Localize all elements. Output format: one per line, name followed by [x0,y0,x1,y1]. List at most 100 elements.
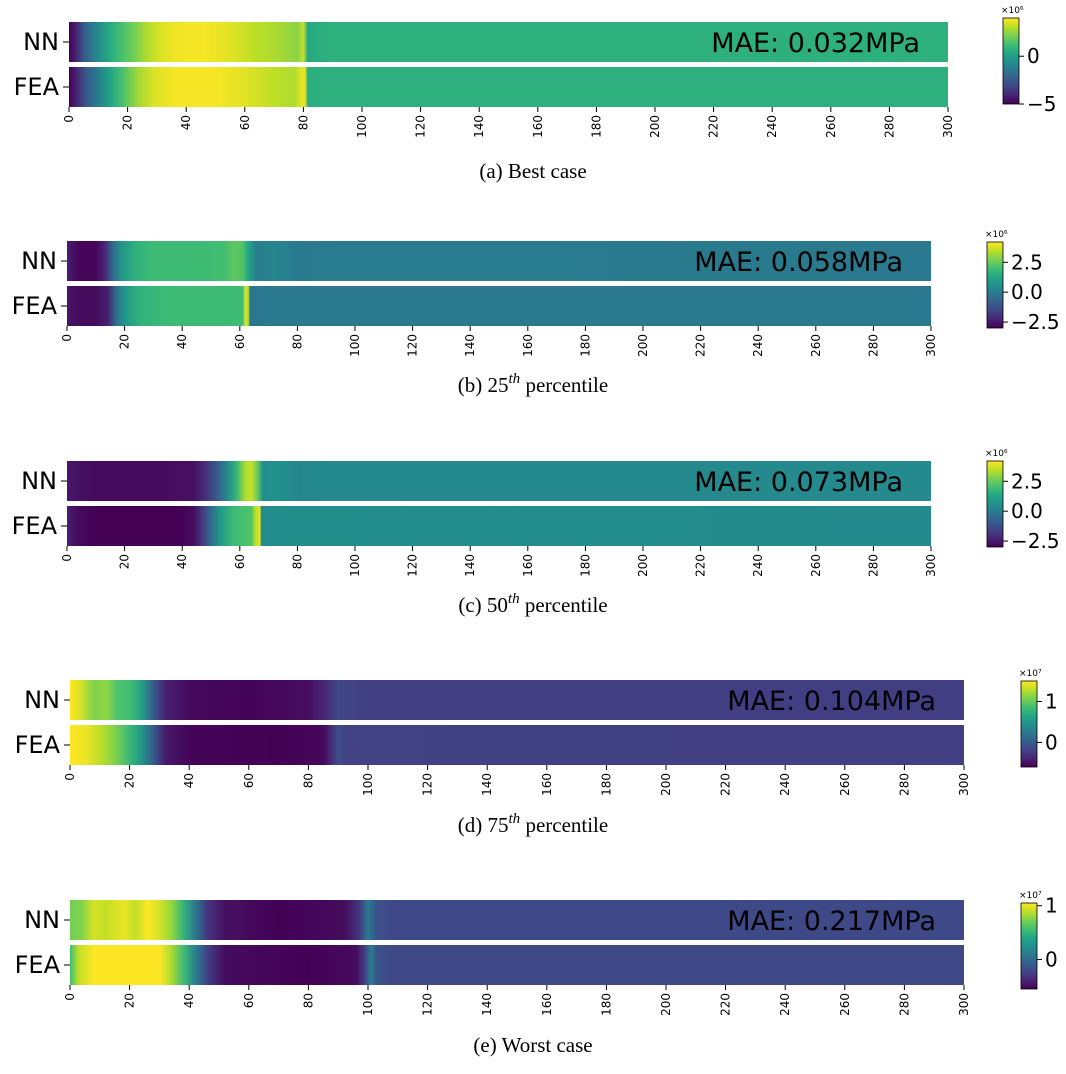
panel-caption: (c) 50th percentile [458,591,607,617]
heatmap-row-nn [70,900,964,940]
x-tick-label: 140 [463,334,477,357]
x-tick-label: 240 [778,993,792,1016]
x-tick-label: 220 [719,773,733,796]
x-tick-label: 60 [242,773,256,788]
colorbar-tick-label: 2.5 [1011,469,1043,493]
x-tick-label: 160 [521,554,535,577]
x-tick-label: 280 [866,554,880,577]
x-tick-label: 40 [179,115,193,130]
row-label: NN [24,906,60,934]
x-tick-label: 260 [809,554,823,577]
x-tick-label: 260 [838,993,852,1016]
mae-annotation: MAE: 0.058MPa [694,247,903,278]
x-tick-label: 300 [924,334,938,357]
x-tick-label: 220 [694,554,708,577]
colorbar-tick-label: −2.5 [1011,529,1060,553]
x-tick-label: 240 [751,334,765,357]
panel-caption: (e) Worst case [473,1033,592,1057]
heatmap-row-nn [67,461,931,501]
row-label: NN [24,686,60,714]
x-tick-label: 120 [414,115,428,138]
colorbar-tick-label: 0 [1027,44,1040,68]
colorbar-tick-label: −5 [1027,92,1056,116]
x-tick-label: 160 [540,773,554,796]
panel-3: NN FEA MAE: 0.104MPa 0 20 40 60 80 100 120 140 160 1… [15,669,1058,837]
panel-1: NN FEA MAE: 0.058MPa 0 20 40 60 80 100 120 140 160 1… [12,230,1060,397]
x-tick-label: 40 [175,334,189,349]
x-tick-label: 100 [348,334,362,357]
x-tick-label: 20 [123,773,137,788]
colorbar-scale: ×10⁷ [1019,669,1042,679]
colorbar-tick-label: 0.0 [1011,499,1043,523]
row-label: NN [23,28,59,56]
colorbar-tick-label: 0 [1045,730,1058,754]
x-tick-label: 160 [531,115,545,138]
x-tick-label: 220 [719,993,733,1016]
row-label: FEA [15,951,61,979]
x-tick-label: 260 [824,115,838,138]
x-tick-label: 140 [480,773,494,796]
x-tick-label: 280 [897,773,911,796]
panel-2: NN FEA MAE: 0.073MPa 0 20 40 60 80 100 120 140 160 1… [12,449,1060,617]
colorbar [1002,17,1020,105]
x-tick-label: 100 [361,773,375,796]
colorbar-tick-label: −2.5 [1011,310,1060,334]
x-tick-label: 60 [242,993,256,1008]
x-tick-label: 80 [290,554,304,569]
panel-4: NN FEA MAE: 0.217MPa 0 20 40 60 80 100 120 140 160 1… [15,891,1058,1057]
x-tick-label: 200 [636,334,650,357]
x-tick-label: 300 [941,115,955,138]
colorbar-tick-label: 1 [1045,894,1058,918]
x-tick-label: 60 [238,115,252,130]
colorbar-tick-label: 0.0 [1011,280,1043,304]
heatmap-row-nn [70,680,964,720]
x-tick-label: 80 [290,334,304,349]
x-tick-label: 200 [659,773,673,796]
x-tick-label: 180 [589,115,603,138]
x-tick-label: 100 [355,115,369,138]
x-tick-label: 100 [361,993,375,1016]
colorbar [1020,902,1038,990]
x-tick-label: 20 [118,334,132,349]
colorbar [986,460,1004,548]
row-label: FEA [12,292,58,320]
x-tick-label: 40 [182,773,196,788]
x-tick-label: 180 [599,773,613,796]
x-tick-label: 240 [751,554,765,577]
x-tick-label: 120 [421,773,435,796]
colorbar-scale: ×10⁶ [985,230,1008,240]
x-tick-label: 300 [957,993,971,1016]
x-tick-label: 0 [63,773,77,781]
x-tick-label: 0 [63,993,77,1001]
row-label: NN [21,247,57,275]
x-tick-label: 80 [296,115,310,130]
row-label: FEA [12,512,58,540]
panel-caption: (b) 25th percentile [458,371,608,397]
heatmap-row-fea [69,67,948,107]
x-tick-label: 180 [578,334,592,357]
x-tick-label: 180 [578,554,592,577]
x-tick-label: 160 [540,993,554,1016]
heatmap-row-fea [70,725,964,765]
colorbar-scale: ×10⁷ [1019,891,1042,901]
mae-annotation: MAE: 0.104MPa [727,686,936,717]
heatmap-row-nn [67,241,931,281]
heatmap-row-fea [67,286,931,326]
x-tick-label: 20 [121,115,135,130]
x-tick-label: 300 [957,773,971,796]
row-label: FEA [15,731,61,759]
row-label: FEA [14,73,60,101]
panel-caption: (a) Best case [479,159,586,183]
x-tick-label: 200 [636,554,650,577]
x-tick-label: 40 [175,554,189,569]
panel-0: NN FEA MAE: 0.032MPa 0 20 40 60 80 100 120 140 160 1… [14,6,1057,183]
x-tick-label: 40 [182,993,196,1008]
x-tick-label: 140 [480,993,494,1016]
x-tick-label: 260 [809,334,823,357]
heatmap-row-fea [70,945,964,985]
x-tick-label: 260 [838,773,852,796]
x-tick-label: 240 [765,115,779,138]
x-tick-label: 0 [60,334,74,342]
colorbar [986,241,1004,329]
